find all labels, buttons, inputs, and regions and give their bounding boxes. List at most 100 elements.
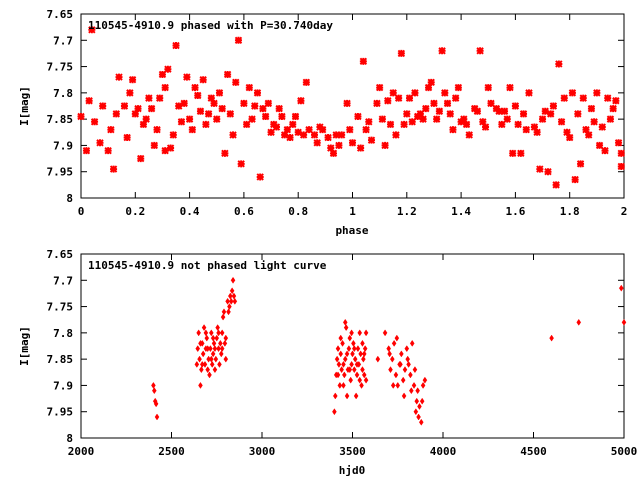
y-tick-label: 7.7 [53,274,73,287]
data-point-phased [280,131,289,139]
data-point-unphased [196,329,201,337]
x-tick-label: 0.6 [234,205,254,218]
data-point-phased [405,94,414,102]
data-point-unphased [402,366,408,374]
data-point-phased [145,94,153,102]
data-point-phased [188,125,197,134]
data-point-phased [329,149,338,158]
data-point-unphased [219,329,225,337]
data-point-unphased [404,345,410,353]
data-point-phased [232,78,240,87]
data-point-phased [139,120,148,129]
data-point-phased [476,47,484,55]
data-point-phased [381,141,389,150]
data-point-unphased [200,350,206,358]
data-point-unphased [231,292,237,300]
data-point-phased [557,118,566,126]
data-point-unphased [225,297,230,305]
data-point-phased [223,70,232,79]
data-point-unphased [218,350,224,358]
data-point-phased [511,102,520,110]
data-point-unphased [394,334,400,342]
data-point-phased [538,115,547,123]
y-tick-label: 7.7 [53,34,73,47]
data-point-unphased [342,355,348,363]
data-point-unphased [205,366,211,374]
data-point-phased [234,36,243,44]
data-point-phased [77,112,85,121]
x-axis-label-unphased: hjd0 [339,464,366,477]
data-point-unphased [352,355,358,363]
data-point-unphased [363,376,369,384]
x-tick-label: 0.4 [180,205,200,218]
data-point-phased [576,160,585,168]
data-point-unphased [154,413,160,421]
data-point-unphased [211,339,217,347]
data-point-unphased [390,355,395,363]
data-point-unphased [219,345,225,353]
data-point-phased [348,139,357,147]
data-point-unphased [342,371,347,379]
data-point-phased [606,115,615,123]
data-point-unphased [199,360,205,368]
data-point-unphased [336,360,342,368]
data-point-unphased [223,334,229,342]
data-point-phased [389,89,397,97]
data-point-phased [199,76,207,84]
data-point-unphased [400,376,406,384]
data-point-phased [158,70,167,79]
data-point-phased [275,104,283,113]
data-point-unphased [347,366,353,374]
data-point-phased [128,76,137,84]
data-point-phased [318,125,327,134]
data-point-phased [394,94,403,102]
data-point-phased [384,97,392,105]
data-point-unphased [409,339,415,347]
data-point-phased [337,131,346,139]
data-point-unphased [363,329,369,337]
data-point-phased [495,107,503,115]
data-point-unphased [226,308,231,316]
data-point-phased [299,131,308,139]
data-point-phased [487,99,495,108]
data-point-unphased [346,345,352,353]
data-point-unphased [344,392,350,400]
data-point-phased [367,136,376,144]
data-point-phased [590,118,598,126]
x-tick-label: 4500 [520,445,547,458]
data-point-unphased [416,413,421,421]
data-point-unphased [408,371,413,379]
data-point-phased [324,133,332,142]
x-axis-unphased: 2000 2500 3000 3500 4000 4500 5000 [68,254,637,458]
data-point-unphased [395,381,401,389]
data-point-unphased [415,387,420,395]
data-point-phased [563,128,571,136]
data-point-phased [593,89,601,97]
data-point-unphased [353,392,359,400]
data-point-phased [460,115,468,123]
data-point-unphased [409,387,414,395]
data-point-phased [579,94,587,102]
data-point-phased [571,175,579,184]
data-point-phased [519,110,528,118]
data-point-unphased [209,355,214,363]
data-point-phased [272,123,281,131]
data-point-unphased [216,329,221,337]
data-point-unphased [343,324,349,332]
data-point-unphased [390,381,396,389]
data-point-phased [617,162,625,171]
data-point-phased [362,125,370,134]
data-point-unphased [359,381,364,389]
data-point-unphased [209,329,214,337]
data-point-unphased [360,366,365,374]
data-point-unphased [406,360,411,368]
data-point-unphased [337,381,343,389]
data-point-phased [473,107,482,115]
data-point-phased [449,125,457,134]
data-point-phased [609,104,617,113]
data-point-unphased [341,381,346,389]
data-point-unphased [354,360,360,368]
data-point-phased [614,139,623,147]
data-point-phased [267,128,275,136]
data-point-phased [354,112,362,121]
